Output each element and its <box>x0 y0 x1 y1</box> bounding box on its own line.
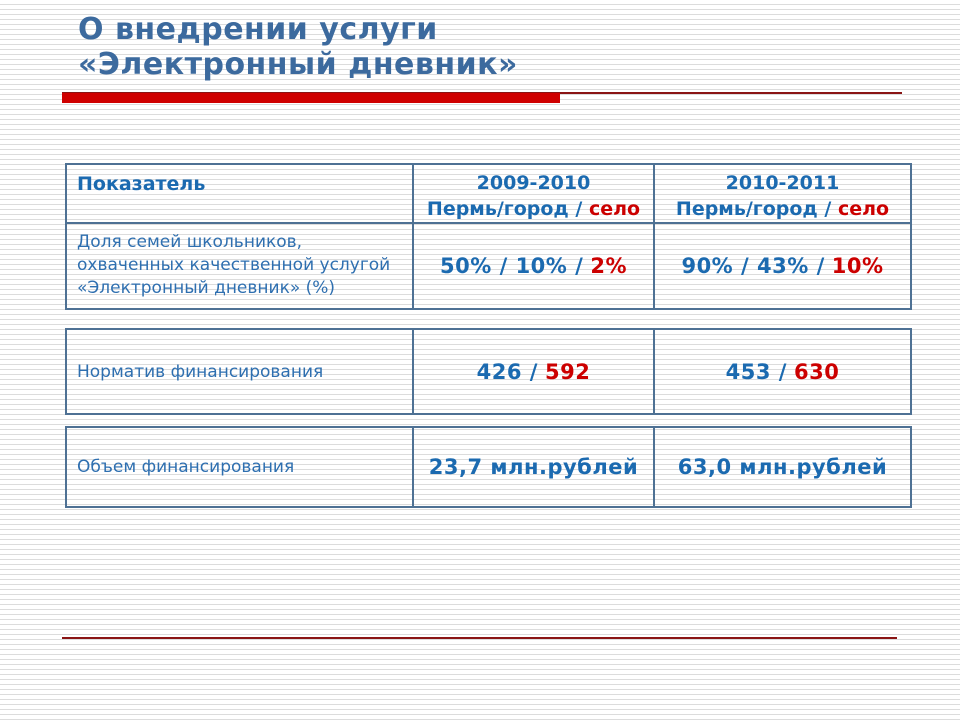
period-2010-header-cell: 2010-2011 Пермь/город / село <box>653 165 910 224</box>
page-title-line1: О внедрении услуги <box>78 12 438 47</box>
funding-volume-2009-cell: 23,7 млн.рублей <box>412 428 653 506</box>
funding-norm-2009-accent: 592 <box>544 359 591 384</box>
funding-volume-label: Объем финансирования <box>77 457 295 477</box>
footer-divider-line <box>62 637 897 639</box>
period-2009-cities: Пермь/город / <box>426 198 583 220</box>
funding-volume-2009-value: 23,7 млн.рублей <box>428 455 639 479</box>
period-2009-village: село <box>588 198 641 220</box>
indicator-header-cell: Показатель <box>67 165 412 224</box>
funding-norm-label-cell: Норматив финансирования <box>67 330 412 413</box>
funding-volume-2010-cell: 63,0 млн.рублей <box>653 428 910 506</box>
funding-volume-2010-value: 63,0 млн.рублей <box>677 455 888 479</box>
indicator-table: Показатель 2009-2010 Пермь/город / село … <box>65 163 912 310</box>
page-title: О внедрении услуги «Электронный дневник» <box>78 12 518 82</box>
period-2010-years: 2010-2011 <box>725 172 840 194</box>
period-2009-territories: Пермь/город / село <box>414 196 653 222</box>
share-value-2009-village: 2% <box>590 254 627 278</box>
share-value-2010-cell: 90% / 43% / 10% <box>653 224 910 308</box>
funding-volume-table: Объем финансирования 23,7 млн.рублей 63,… <box>65 426 912 508</box>
period-2010-village: село <box>837 198 890 220</box>
share-value-2010-village: 10% <box>831 254 884 278</box>
page-title-line2: «Электронный дневник» <box>78 47 518 82</box>
share-row-label-line2: охваченных качественной услугой <box>77 255 391 275</box>
period-2009-years: 2009-2010 <box>476 172 591 194</box>
funding-norm-label: Норматив финансирования <box>77 361 324 382</box>
funding-volume-label-cell: Объем финансирования <box>67 428 412 506</box>
title-underline-bar <box>62 93 560 103</box>
period-2009-header-cell: 2009-2010 Пермь/город / село <box>412 165 653 224</box>
share-value-2009-main: 50% / 10% / <box>440 254 584 278</box>
indicator-header-label: Показатель <box>77 173 206 195</box>
funding-norm-2009-cell: 426 / 592 <box>412 330 653 413</box>
share-row-label-line3: «Электронный дневник» (%) <box>77 278 336 298</box>
period-2010-territories: Пермь/город / село <box>655 196 910 222</box>
period-2010-cities: Пермь/город / <box>675 198 832 220</box>
funding-norm-2010-cell: 453 / 630 <box>653 330 910 413</box>
share-value-2009-cell: 50% / 10% / 2% <box>412 224 653 308</box>
funding-norm-table: Норматив финансирования 426 / 592 453 / … <box>65 328 912 415</box>
share-value-2010-main: 90% / 43% / <box>681 254 825 278</box>
funding-norm-2010-accent: 630 <box>793 359 840 384</box>
funding-norm-2010-main: 453 / <box>725 359 787 384</box>
funding-norm-2009-main: 426 / <box>476 359 538 384</box>
share-row-label-cell: Доля семей школьников, охваченных качест… <box>67 224 412 308</box>
share-row-label-line1: Доля семей школьников, <box>77 232 303 252</box>
